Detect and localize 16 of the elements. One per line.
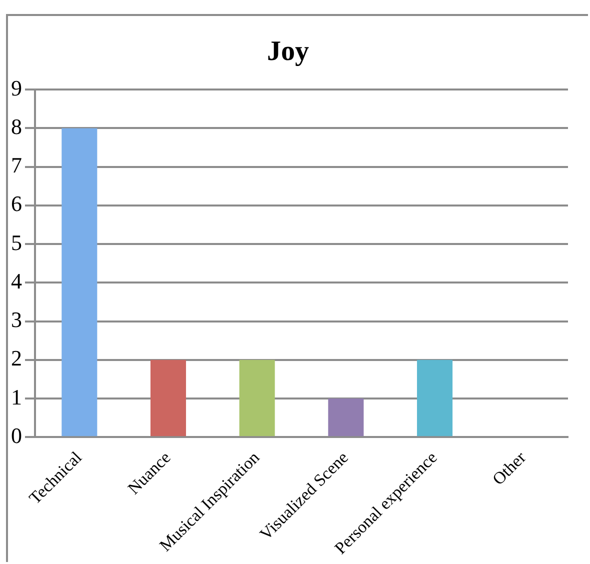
bar xyxy=(416,360,453,436)
y-tick-label: 8 xyxy=(11,114,22,139)
y-tick-label: 6 xyxy=(11,191,22,216)
y-tick-label: 5 xyxy=(11,230,22,255)
y-tick-label: 0 xyxy=(11,422,22,448)
bar xyxy=(62,128,98,436)
y-tick-label: 9 xyxy=(11,75,22,100)
y-tick-label: 3 xyxy=(11,307,22,332)
bar xyxy=(239,360,275,436)
y-tick-label: 7 xyxy=(11,152,22,178)
y-tick-label: 2 xyxy=(11,346,22,371)
bar xyxy=(150,360,186,436)
chart-title: Joy xyxy=(267,36,309,68)
y-tick-label: 1 xyxy=(11,384,22,410)
y-tick-label: 4 xyxy=(11,268,22,294)
bar xyxy=(328,398,364,436)
